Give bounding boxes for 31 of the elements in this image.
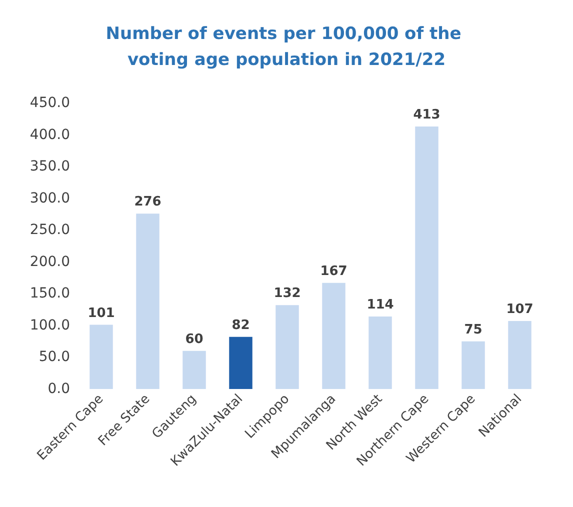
data-label: 101 [88, 306, 115, 321]
y-tick-label: 0.0 [48, 381, 70, 397]
y-tick-label: 350.0 [30, 158, 70, 175]
y-tick-label: 400.0 [30, 126, 70, 143]
data-label: 114 [366, 298, 394, 313]
bar [368, 316, 392, 389]
data-label: 60 [185, 332, 204, 347]
bar [90, 324, 113, 389]
y-tick-label: 200.0 [30, 254, 70, 270]
y-tick-label: 150.0 [30, 286, 70, 302]
y-tick-label: 300.0 [30, 190, 70, 206]
y-tick-label: 100.0 [30, 317, 70, 334]
bar [276, 305, 299, 389]
bar [229, 336, 252, 389]
data-label: 132 [274, 286, 301, 302]
bar [508, 320, 532, 389]
data-label: 167 [320, 264, 348, 279]
data-label: 107 [506, 302, 534, 317]
data-label: 276 [134, 194, 162, 210]
y-tick-label: 250.0 [30, 222, 70, 238]
data-label: 82 [232, 318, 250, 333]
bar [415, 126, 438, 389]
data-label: 75 [464, 322, 482, 338]
bar [136, 214, 160, 389]
bar [462, 341, 485, 389]
y-tick-label: 50.0 [38, 349, 70, 366]
chart-title: Number of events per 100,000 of the voting age population in 2021/22 [106, 24, 468, 70]
y-tick-label: 450.0 [30, 95, 70, 111]
bar [322, 282, 346, 389]
data-label: 413 [413, 108, 440, 123]
bar [182, 350, 206, 389]
